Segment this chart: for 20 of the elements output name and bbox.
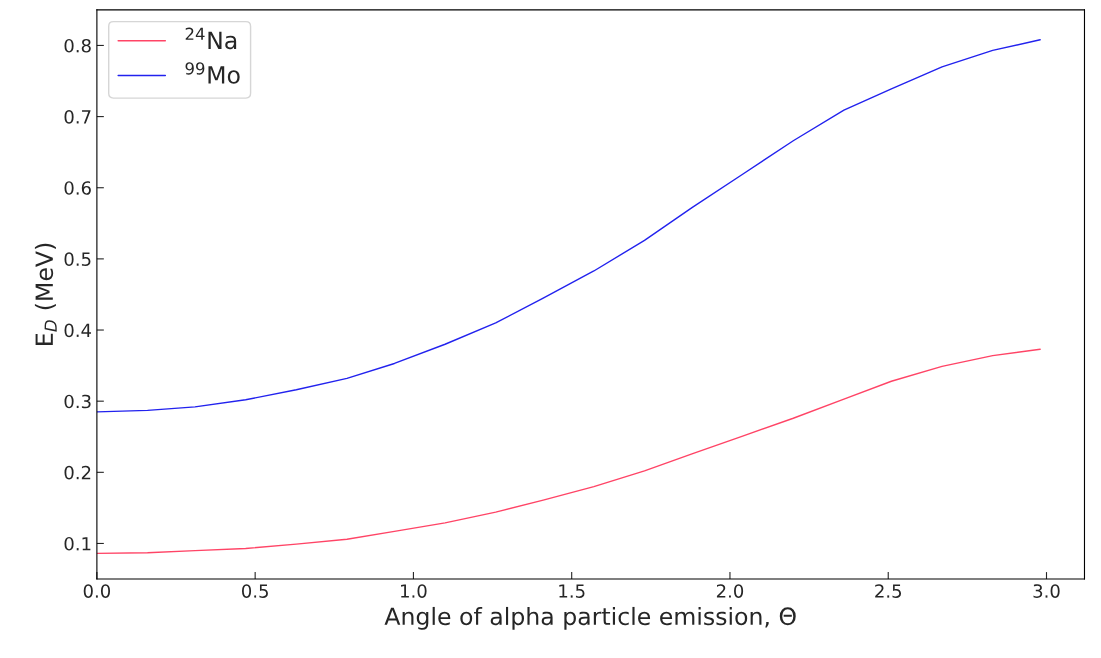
line-series [96,348,1041,555]
x-axis-title: Angle of alpha particle emission, Θ [384,606,796,630]
y-tick-label: 0.2 [64,465,91,480]
x-tick-label: 1.5 [559,584,585,598]
y-axis-title: E$_{D}$ (MeV) [34,243,57,345]
y-tick-label: 0.4 [64,323,92,338]
y-tick-label: 0.7 [64,110,91,124]
x-tick-label: 0.5 [241,584,268,598]
y-tick-label: 0.6 [64,181,91,195]
x-tick-label: 3.0 [1033,584,1060,598]
x-tick-label: 1.0 [401,584,427,598]
y-tick-label: 0.3 [64,394,91,409]
legend-label: $^{24}$Na [185,27,237,50]
y-tick-label: 0.1 [64,536,91,551]
x-tick-label: 0.0 [83,584,111,598]
y-tick-label: 0.8 [64,38,91,53]
y-tick-label: 0.5 [64,252,91,266]
legend-label: $^{99}$Mo [185,62,240,84]
x-tick-label: 2.5 [875,584,902,598]
x-tick-label: 2.0 [716,584,744,598]
